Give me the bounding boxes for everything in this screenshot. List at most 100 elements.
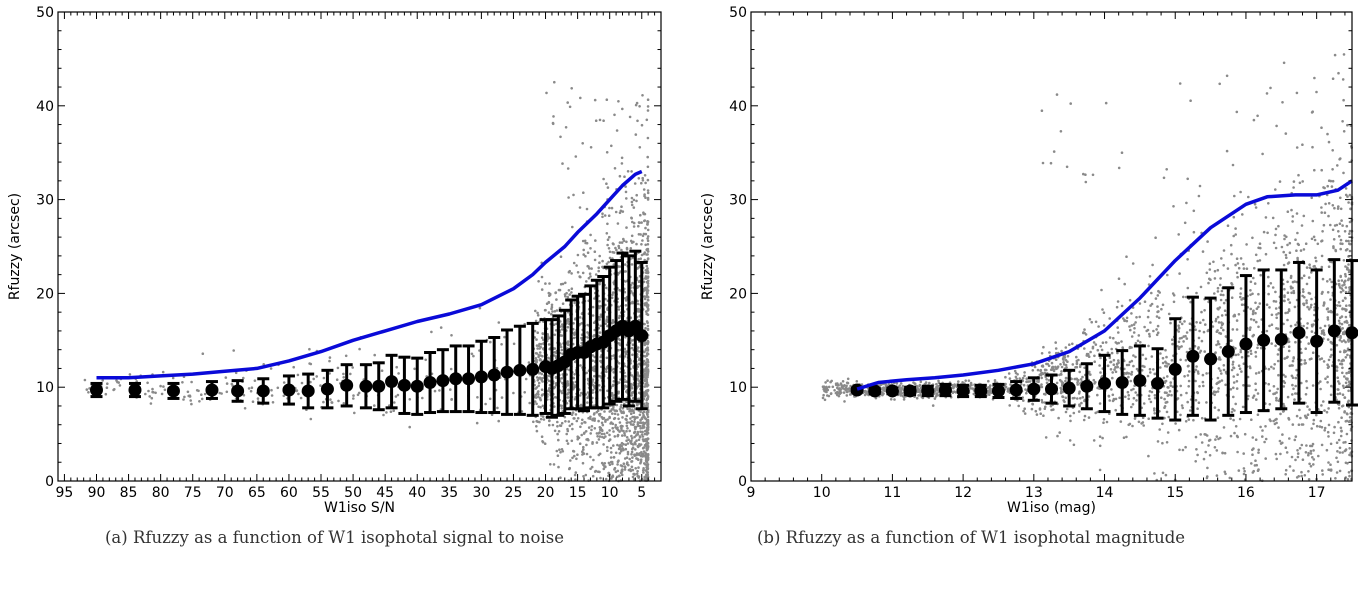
scatter-point bbox=[1198, 329, 1201, 333]
scatter-point bbox=[300, 381, 304, 385]
scatter-point bbox=[592, 417, 595, 421]
scatter-point bbox=[1320, 206, 1323, 209]
scatter-point bbox=[556, 432, 559, 436]
scatter-point bbox=[1254, 459, 1257, 463]
scatter-point bbox=[1274, 246, 1278, 250]
scatter-point bbox=[1222, 293, 1225, 297]
scatter-point bbox=[1239, 295, 1242, 299]
scatter-point bbox=[1044, 405, 1047, 409]
scatter-point bbox=[538, 371, 542, 375]
scatter-point bbox=[623, 263, 627, 266]
scatter-point bbox=[1343, 375, 1346, 378]
scatter-point bbox=[645, 290, 649, 293]
scatter-point bbox=[1083, 328, 1086, 331]
scatter-point bbox=[358, 347, 361, 351]
scatter-point bbox=[576, 271, 580, 274]
scatter-point bbox=[1195, 448, 1198, 451]
scatter-point bbox=[618, 211, 622, 215]
scatter-point bbox=[1296, 256, 1299, 260]
scatter-point bbox=[547, 356, 550, 360]
scatter-point bbox=[1167, 362, 1170, 366]
scatter-point bbox=[625, 247, 629, 251]
scatter-point bbox=[609, 446, 613, 450]
scatter-point bbox=[439, 326, 443, 329]
scatter-point bbox=[1305, 444, 1308, 447]
scatter-point bbox=[626, 170, 630, 173]
scatter-point bbox=[1255, 320, 1258, 324]
scatter-point bbox=[1344, 340, 1347, 344]
scatter-point bbox=[1293, 398, 1296, 401]
scatter-point bbox=[560, 407, 563, 410]
scatter-point bbox=[606, 186, 610, 189]
scatter-point bbox=[646, 397, 649, 400]
scatter-point bbox=[1254, 311, 1257, 315]
scatter-point bbox=[644, 226, 647, 230]
scatter-point bbox=[592, 334, 596, 337]
scatter-point bbox=[931, 404, 935, 407]
scatter-point bbox=[1161, 356, 1165, 360]
scatter-point bbox=[594, 469, 598, 473]
scatter-point bbox=[645, 365, 649, 369]
scatter-point bbox=[625, 424, 629, 428]
scatter-point bbox=[640, 181, 643, 185]
scatter-point bbox=[573, 417, 576, 420]
scatter-point bbox=[578, 442, 582, 446]
scatter-point bbox=[1180, 404, 1184, 407]
scatter-point bbox=[1332, 238, 1336, 241]
scatter-point bbox=[619, 464, 623, 467]
scatter-point bbox=[1294, 435, 1298, 438]
scatter-point bbox=[624, 299, 628, 302]
scatter-point bbox=[1251, 236, 1254, 240]
scatter-point bbox=[1338, 469, 1342, 473]
binned-point bbox=[231, 384, 245, 398]
scatter-point bbox=[1054, 341, 1057, 344]
scatter-point bbox=[1217, 367, 1221, 370]
scatter-point bbox=[630, 346, 634, 350]
scatter-point bbox=[845, 390, 848, 393]
scatter-point bbox=[646, 267, 649, 270]
scatter-point bbox=[1030, 407, 1034, 411]
scatter-point bbox=[1339, 207, 1343, 211]
scatter-point bbox=[551, 121, 555, 125]
scatter-point bbox=[641, 94, 644, 97]
scatter-point bbox=[1320, 404, 1323, 407]
scatter-point bbox=[1313, 264, 1316, 268]
scatter-point bbox=[570, 87, 573, 90]
scatter-point bbox=[1104, 341, 1108, 344]
scatter-point bbox=[1274, 290, 1277, 294]
scatter-point bbox=[821, 396, 825, 400]
scatter-point bbox=[1326, 307, 1330, 310]
scatter-point bbox=[967, 379, 971, 383]
scatter-point bbox=[1195, 321, 1198, 324]
scatter-point bbox=[624, 280, 627, 283]
scatter-point bbox=[1194, 398, 1198, 402]
scatter-point bbox=[540, 275, 544, 279]
scatter-point bbox=[641, 430, 644, 434]
scatter-point bbox=[1347, 471, 1351, 474]
scatter-point bbox=[617, 342, 621, 345]
scatter-point bbox=[560, 448, 564, 451]
scatter-point bbox=[1211, 392, 1215, 395]
scatter-point bbox=[631, 468, 635, 472]
scatter-point bbox=[646, 237, 649, 240]
scatter-point bbox=[1155, 333, 1159, 337]
scatter-point bbox=[1183, 375, 1186, 378]
scatter-point bbox=[565, 402, 569, 405]
scatter-point bbox=[449, 367, 453, 371]
scatter-point bbox=[1159, 366, 1162, 369]
scatter-point bbox=[631, 443, 635, 446]
scatter-point bbox=[1298, 181, 1302, 185]
scatter-point bbox=[633, 453, 636, 457]
scatter-point bbox=[1278, 439, 1282, 443]
scatter-point bbox=[230, 382, 234, 386]
binned-point bbox=[513, 363, 527, 377]
scatter-point bbox=[633, 182, 637, 185]
scatter-point bbox=[572, 261, 576, 265]
scatter-point bbox=[1337, 406, 1341, 410]
scatter-point bbox=[1324, 377, 1327, 381]
scatter-point bbox=[1132, 364, 1135, 368]
scatter-point bbox=[637, 466, 640, 469]
scatter-point bbox=[1280, 245, 1284, 249]
binned-point bbox=[474, 370, 488, 384]
scatter-point bbox=[1236, 373, 1239, 377]
